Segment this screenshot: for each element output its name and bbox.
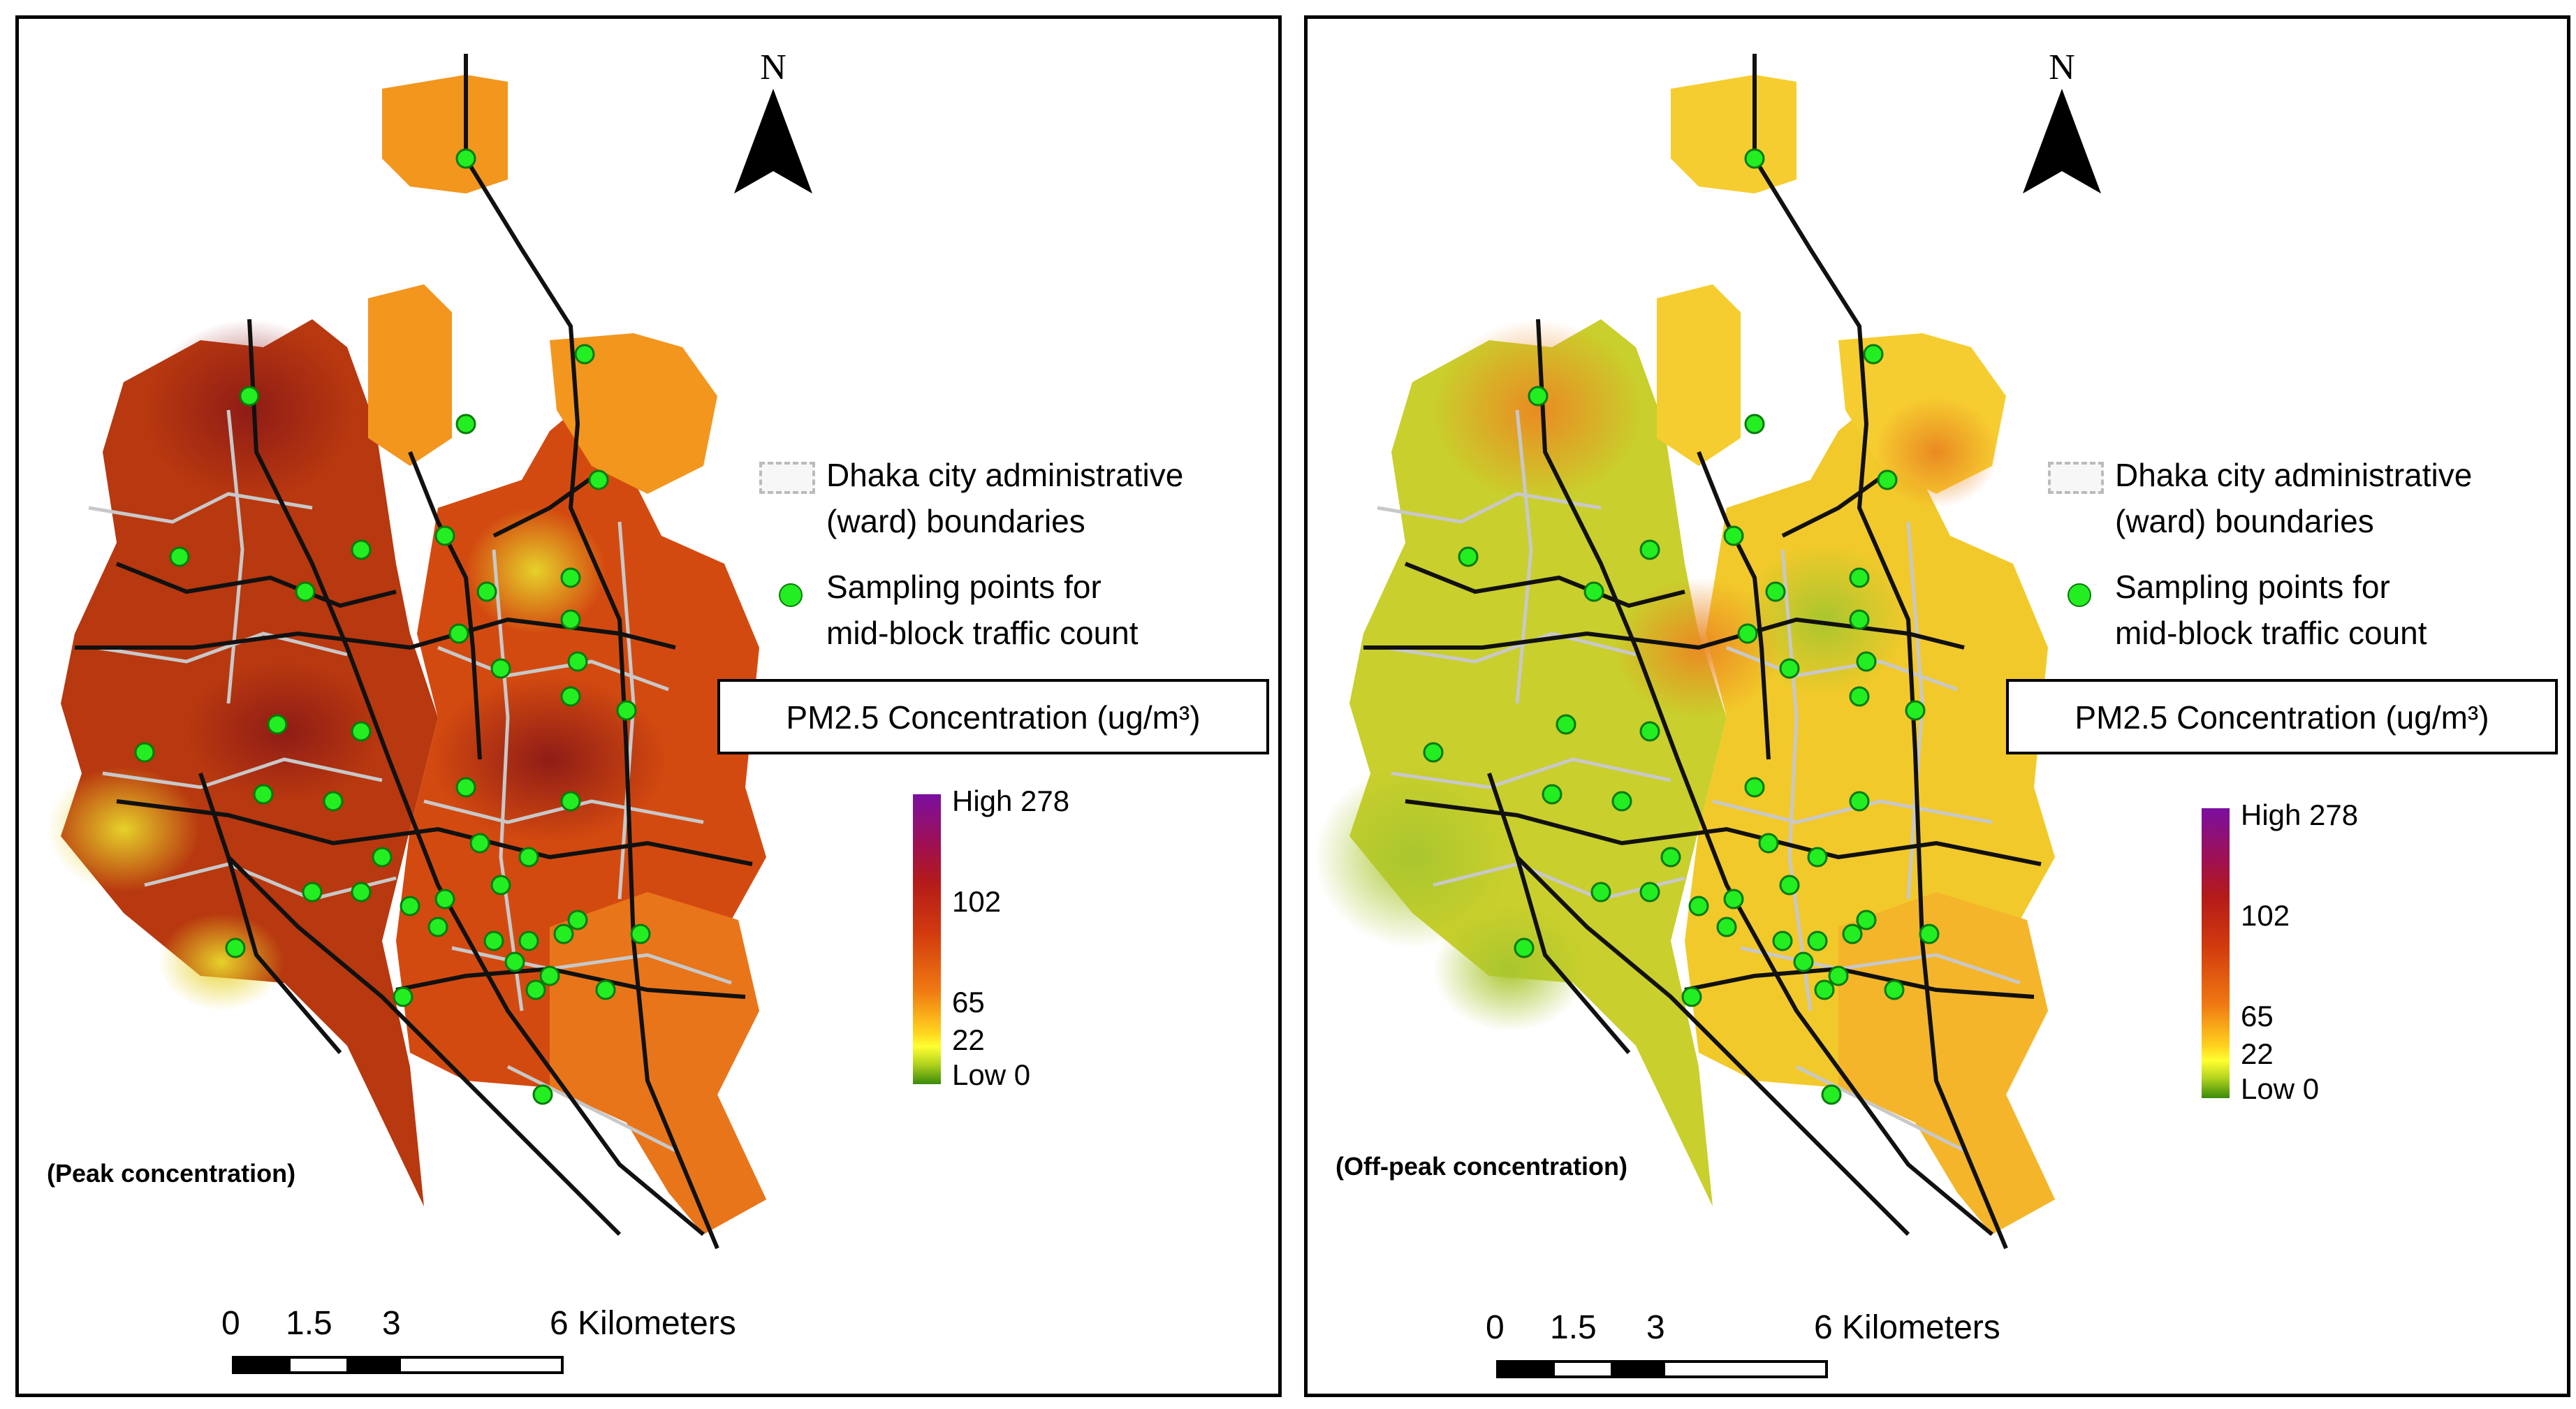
ward-boundary-swatch [759,462,815,494]
ramp-label-low: Low 0 [2241,1072,2320,1105]
legend-ward-line2: (ward) boundaries [2115,503,2374,539]
scale-label-3: 3 [1646,1309,1665,1346]
north-label: N [2049,48,2075,87]
ward-boundary-swatch [2048,462,2104,494]
road-network [75,54,753,1250]
scale-label-0: 0 [1486,1309,1505,1346]
scale-label-0: 0 [221,1305,240,1342]
sampling-points [134,148,651,1105]
scale-bar [232,1356,564,1374]
ramp-label-65: 65 [952,986,985,1019]
ramp-label-low: Low 0 [952,1058,1031,1091]
pm25-map-peak [47,54,766,1250]
scale-bar [1496,1360,1828,1378]
legend-ward-line1: Dhaka city administrative [826,457,1184,493]
map-panel-offpeak: N Dhaka city administrative (ward) bound… [1304,15,2570,1397]
sampling-point-swatch [2068,583,2091,607]
city-outline-zone-west [1349,319,1727,1206]
legend-points-line1: Sampling points for [2115,569,2390,605]
legend-ward-line2: (ward) boundaries [826,503,1085,539]
map-panel-peak: N Dhaka city administrative (ward) bound… [15,15,1282,1397]
pm25-title-box: PM2.5 Concentration (ug/m³) [717,679,1269,754]
scale-label-1-5: 1.5 [286,1305,332,1342]
ramp-label-102: 102 [952,885,1002,918]
ramp-label-102: 102 [2241,899,2290,932]
city-outline-zone-east [550,892,766,1234]
legend-ward-line1: Dhaka city administrative [2115,457,2473,493]
concentration-color-ramp [2202,808,2230,1098]
concentration-surface [47,75,766,1234]
legend-points-line1: Sampling points for [826,569,1102,605]
city-outline-zone-north [1657,75,2006,494]
sampling-points [1423,148,1940,1105]
ramp-label-22: 22 [2241,1037,2274,1070]
pm25-title: PM2.5 Concentration (ug/m³) [786,699,1201,736]
pm25-map-offpeak [1315,54,2055,1250]
ramp-label-high: High 278 [952,784,1070,817]
north-arrow: N [731,47,815,228]
road-network [1363,54,2042,1250]
city-outline-zone-east [1838,892,2055,1234]
scale-label-3: 3 [382,1305,401,1342]
ramp-label-65: 65 [2241,1000,2274,1032]
ramp-label-22: 22 [952,1023,985,1056]
ramp-label-high: High 278 [2241,798,2359,831]
scale-label-6-km: 6 Kilometers [1814,1309,2000,1346]
panel-caption: (Peak concentration) [47,1159,296,1188]
concentration-color-ramp [913,794,941,1084]
sampling-point-swatch [779,583,803,607]
pm25-title-box: PM2.5 Concentration (ug/m³) [2006,679,2558,754]
pm25-title: PM2.5 Concentration (ug/m³) [2074,699,2489,736]
north-arrow-icon [734,89,812,194]
legend-points-line2: mid-block traffic count [826,615,1139,651]
north-label: N [760,48,786,87]
panel-caption: (Off-peak concentration) [1335,1152,1628,1181]
scale-label-1-5: 1.5 [1550,1309,1597,1346]
scale-label-6-km: 6 Kilometers [550,1305,736,1342]
north-arrow-icon [2023,89,2101,194]
north-arrow: N [2020,47,2104,228]
legend-points-line2: mid-block traffic count [2115,615,2427,651]
city-outline-zone-north [368,75,717,494]
